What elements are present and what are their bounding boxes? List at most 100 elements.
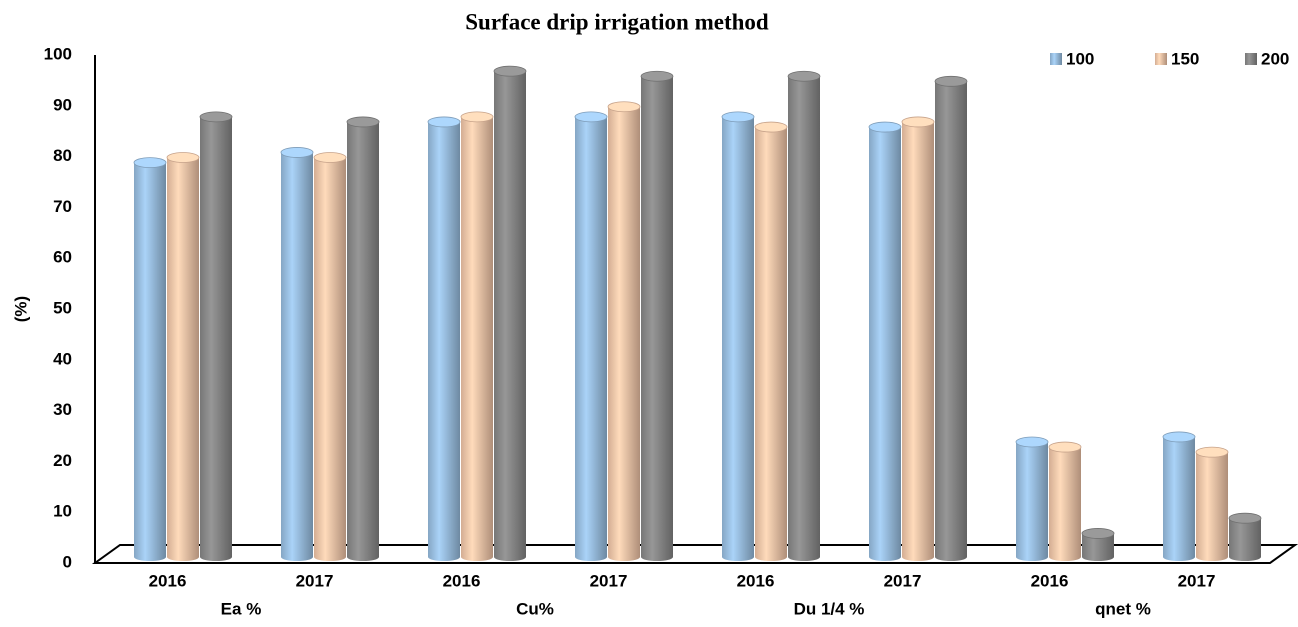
bar-top (640, 70, 674, 82)
bar-base (935, 553, 967, 561)
bar (314, 157, 346, 557)
bar-base (1049, 553, 1081, 561)
x-tick-label: 2016 (443, 571, 481, 590)
bar (935, 81, 967, 557)
bar-base (167, 553, 199, 561)
bar-top (199, 111, 233, 123)
x-tick-label: 2017 (296, 571, 334, 590)
legend-swatch (1245, 53, 1257, 65)
x-tick-label: 2017 (1178, 571, 1216, 590)
y-tick-label: 10 (53, 502, 72, 521)
bar (200, 116, 232, 557)
bar-base (788, 553, 820, 561)
y-tick-label: 40 (53, 349, 72, 368)
y-tick-label: 100 (44, 44, 72, 63)
bar (1229, 518, 1261, 557)
bar-base (755, 553, 787, 561)
bar-base (608, 553, 640, 561)
bar-top (313, 152, 347, 163)
y-axis-label: (%) (11, 296, 30, 322)
bar-base (461, 553, 493, 561)
bar-top (868, 121, 902, 133)
chart-title: Surface drip irrigation method (465, 9, 769, 34)
group-label: Cu% (516, 599, 554, 618)
bar-top (1162, 431, 1196, 443)
bar-base (200, 553, 232, 561)
bar-top (1195, 446, 1229, 458)
bar-top (721, 111, 755, 123)
bar-top (1048, 441, 1082, 453)
bar (755, 127, 787, 557)
bar-top (280, 147, 314, 158)
bar-top (1015, 436, 1049, 448)
bar (902, 121, 934, 558)
group-label: Ea % (221, 599, 262, 618)
bar-top (901, 116, 935, 128)
y-tick-label: 80 (53, 146, 72, 165)
bar (347, 121, 379, 558)
bar-top (427, 116, 461, 128)
bar (167, 157, 199, 557)
bar-base (494, 553, 526, 561)
bar-top (754, 121, 788, 133)
y-tick-label: 0 (63, 552, 72, 571)
bar-base (347, 553, 379, 561)
bar-base (722, 553, 754, 561)
y-tick-label: 70 (53, 197, 72, 216)
y-tick-label: 90 (53, 95, 72, 114)
bar-top (607, 101, 641, 113)
bar (869, 127, 901, 557)
bar-top (346, 116, 380, 128)
bar (788, 76, 820, 558)
bar-top (166, 152, 200, 163)
bar (494, 71, 526, 557)
bar-top (1081, 528, 1115, 539)
group-label: Du 1/4 % (794, 599, 865, 618)
y-tick-label: 60 (53, 248, 72, 267)
bar-base (1196, 553, 1228, 561)
group-label: qnet % (1095, 599, 1151, 618)
legend-label: 150 (1171, 49, 1199, 68)
x-tick-label: 2016 (737, 571, 775, 590)
bar-top (934, 75, 968, 87)
bar-top (460, 111, 494, 123)
bar (641, 76, 673, 558)
bar-base (1163, 553, 1195, 561)
bar-top (574, 111, 608, 123)
bar-base (641, 553, 673, 561)
bar (575, 116, 607, 557)
x-tick-label: 2016 (149, 571, 187, 590)
bar (1082, 533, 1114, 557)
bar (281, 152, 313, 557)
bar-base (1082, 553, 1114, 561)
x-tick-label: 2017 (884, 571, 922, 590)
y-tick-label: 30 (53, 400, 72, 419)
bar (1196, 452, 1228, 557)
legend-swatch (1050, 53, 1062, 65)
legend-label: 100 (1066, 49, 1094, 68)
bar (1163, 436, 1195, 557)
bar-top (787, 70, 821, 82)
legend-label: 200 (1261, 49, 1289, 68)
bar (134, 162, 166, 557)
bar (608, 106, 640, 557)
bar (1016, 442, 1048, 557)
bar (722, 116, 754, 557)
bar-base (314, 553, 346, 561)
legend-swatch (1155, 53, 1167, 65)
bar-base (902, 553, 934, 561)
bar-base (575, 553, 607, 561)
bar-base (281, 553, 313, 561)
y-tick-label: 50 (53, 298, 72, 317)
bar (461, 116, 493, 557)
bar-base (1016, 553, 1048, 561)
bar-base (869, 553, 901, 561)
bar-base (1229, 553, 1261, 561)
floor (91, 544, 1298, 564)
y-tick-label: 20 (53, 451, 72, 470)
bar (1049, 447, 1081, 557)
bar-top (1228, 512, 1262, 524)
bar-base (134, 553, 166, 561)
x-tick-label: 2017 (590, 571, 628, 590)
